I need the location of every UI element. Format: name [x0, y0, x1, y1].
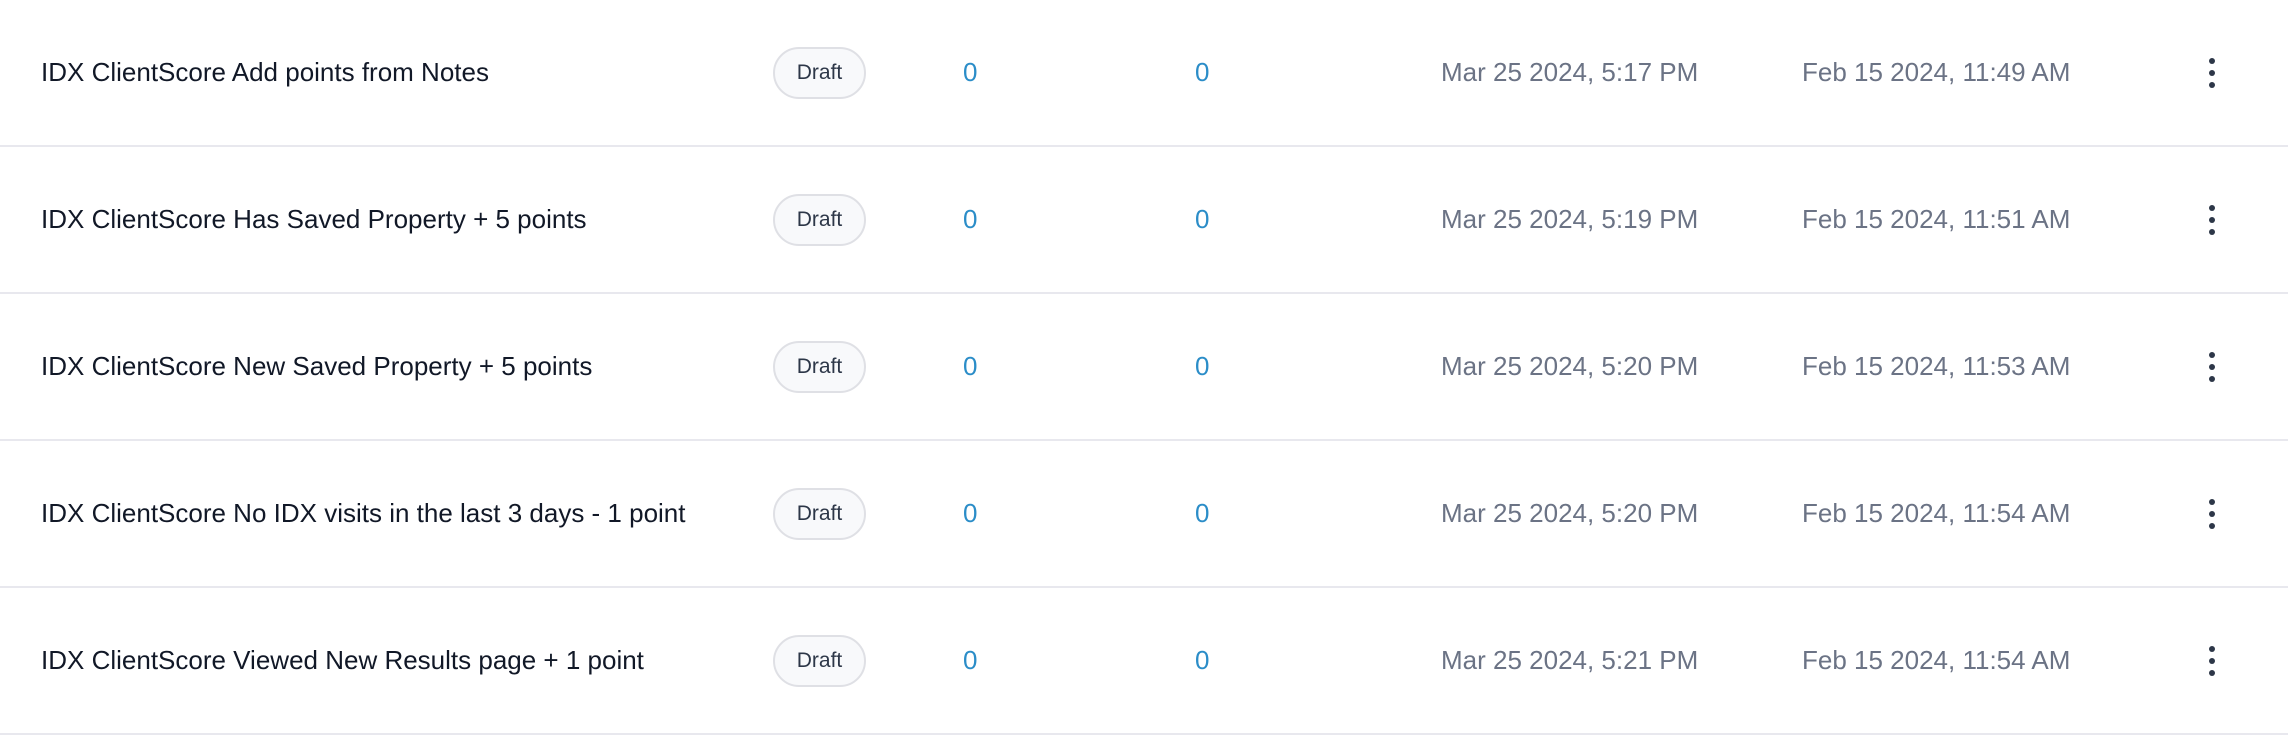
status-badge: Draft	[773, 340, 866, 393]
more-vertical-icon	[2209, 204, 2215, 235]
table-row[interactable]: IDX ClientScore Add points from Notes Dr…	[0, 0, 2288, 147]
row-name[interactable]: IDX ClientScore No IDX visits in the las…	[41, 498, 686, 528]
count-b-link[interactable]: 0	[1195, 498, 1210, 528]
date-a: Mar 25 2024, 5:19 PM	[1441, 204, 1699, 234]
status-cell: Draft	[773, 147, 866, 292]
status-cell: Draft	[773, 0, 866, 145]
status-badge: Draft	[773, 46, 866, 99]
date-b: Feb 15 2024, 11:51 AM	[1802, 204, 2071, 234]
date-a: Mar 25 2024, 5:20 PM	[1441, 498, 1699, 528]
count-a-link[interactable]: 0	[963, 351, 978, 381]
table-row[interactable]: IDX ClientScore Has Saved Property + 5 p…	[0, 147, 2288, 294]
count-a-link[interactable]: 0	[963, 498, 978, 528]
date-b: Feb 15 2024, 11:49 AM	[1802, 57, 2071, 87]
more-vertical-icon	[2209, 57, 2215, 88]
row-menu-button[interactable]	[2196, 294, 2228, 439]
count-a-link[interactable]: 0	[963, 204, 978, 234]
count-b-link[interactable]: 0	[1195, 351, 1210, 381]
status-cell: Draft	[773, 588, 866, 733]
row-menu-button[interactable]	[2196, 147, 2228, 292]
row-name[interactable]: IDX ClientScore Viewed New Results page …	[41, 645, 644, 675]
status-cell: Draft	[773, 441, 866, 586]
status-badge: Draft	[773, 487, 866, 540]
row-name[interactable]: IDX ClientScore Add points from Notes	[41, 57, 489, 87]
table-row[interactable]: IDX ClientScore New Saved Property + 5 p…	[0, 294, 2288, 441]
row-menu-button[interactable]	[2196, 441, 2228, 586]
row-menu-button[interactable]	[2196, 588, 2228, 733]
date-b: Feb 15 2024, 11:54 AM	[1802, 498, 2071, 528]
more-vertical-icon	[2209, 498, 2215, 529]
count-a-link[interactable]: 0	[963, 57, 978, 87]
date-a: Mar 25 2024, 5:21 PM	[1441, 645, 1699, 675]
status-badge: Draft	[773, 193, 866, 246]
count-a-link[interactable]: 0	[963, 645, 978, 675]
table-row[interactable]: IDX ClientScore No IDX visits in the las…	[0, 441, 2288, 588]
date-a: Mar 25 2024, 5:20 PM	[1441, 351, 1699, 381]
more-vertical-icon	[2209, 645, 2215, 676]
row-menu-button[interactable]	[2196, 0, 2228, 145]
count-b-link[interactable]: 0	[1195, 645, 1210, 675]
row-name[interactable]: IDX ClientScore Has Saved Property + 5 p…	[41, 204, 587, 234]
row-name[interactable]: IDX ClientScore New Saved Property + 5 p…	[41, 351, 593, 381]
date-b: Feb 15 2024, 11:53 AM	[1802, 351, 2071, 381]
table-row[interactable]: IDX ClientScore Viewed New Results page …	[0, 588, 2288, 735]
count-b-link[interactable]: 0	[1195, 57, 1210, 87]
count-b-link[interactable]: 0	[1195, 204, 1210, 234]
status-badge: Draft	[773, 634, 866, 687]
status-cell: Draft	[773, 294, 866, 439]
date-b: Feb 15 2024, 11:54 AM	[1802, 645, 2071, 675]
more-vertical-icon	[2209, 351, 2215, 382]
date-a: Mar 25 2024, 5:17 PM	[1441, 57, 1699, 87]
